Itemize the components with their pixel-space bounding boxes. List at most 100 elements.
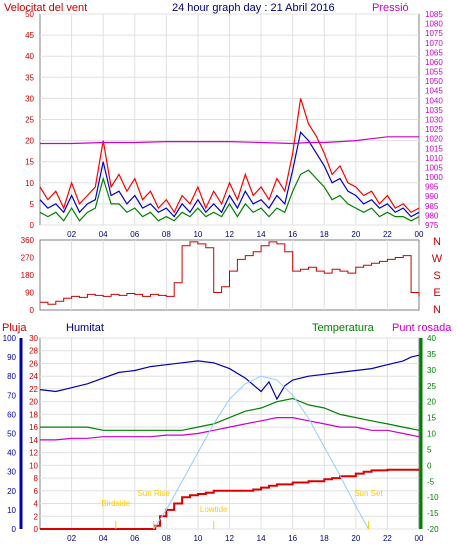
y-tick-pressure: 985: [425, 202, 439, 211]
y-tick-wind: 5: [30, 200, 35, 209]
y-tick-direction: 180: [21, 271, 35, 280]
temperature-title: Temperatura: [312, 322, 375, 334]
pressure-title: Pressió: [372, 2, 409, 14]
series-direction-line: [40, 241, 420, 305]
y-tick-temperature: 30: [427, 366, 436, 375]
x-tick-label: 22: [383, 230, 392, 239]
y-tick-pressure: 1000: [425, 173, 443, 182]
y-tick-wind: 45: [25, 31, 34, 40]
y-tick-pressure: 1050: [425, 77, 443, 86]
y-tick-rain: 30: [29, 334, 38, 343]
y-tick-temperature: 35: [427, 350, 436, 359]
y-tick-pressure: 975: [425, 221, 439, 230]
y-tick-pressure: 1075: [425, 29, 443, 38]
x-tick-label: 16: [288, 230, 297, 239]
y-tick-rain: 10: [29, 461, 38, 470]
x-tick-label: 06: [130, 534, 139, 543]
direction-letter: S: [433, 270, 440, 282]
x-tick-label: 16: [288, 534, 297, 543]
y-tick-humidity: 10: [7, 506, 16, 515]
y-tick-pressure: 1070: [425, 39, 443, 48]
y-tick-direction: 270: [21, 254, 35, 263]
y-tick-pressure: 1025: [425, 125, 443, 134]
event-label: Sun Rise: [137, 489, 170, 498]
series-avg_wind-line: [39, 130, 420, 218]
y-tick-pressure: 1020: [425, 135, 443, 144]
y-tick-rain: 6: [34, 487, 39, 496]
chart-series: [39, 98, 420, 530]
series-rain-line: [40, 468, 419, 530]
y-tick-rain: 12: [29, 449, 38, 458]
y-tick-pressure: 980: [425, 211, 439, 220]
y-tick-rain: 0: [34, 525, 39, 534]
direction-letter: N: [433, 236, 441, 248]
x-tick-label: 02: [67, 230, 76, 239]
graph-title: 24 hour graph day : 21 Abril 2016: [172, 2, 335, 14]
event-label: Birdside: [101, 499, 130, 508]
x-tick-label: 02: [67, 534, 76, 543]
y-tick-humidity: 0: [12, 525, 17, 534]
direction-letter: N: [433, 304, 441, 316]
y-tick-humidity: 100: [3, 334, 17, 343]
y-tick-temperature: -20: [427, 525, 439, 534]
y-tick-temperature: 25: [427, 382, 436, 391]
x-tick-label: 04: [99, 230, 108, 239]
y-tick-humidity: 20: [7, 487, 16, 496]
y-tick-rain: 18: [29, 410, 38, 419]
y-tick-temperature: -5: [427, 477, 435, 486]
y-tick-humidity: 40: [7, 449, 16, 458]
y-tick-temperature: 15: [427, 414, 436, 423]
y-tick-rain: 26: [29, 359, 38, 368]
series-temperature-line: [40, 397, 420, 431]
y-tick-rain: 24: [29, 372, 38, 381]
x-tick-label: 12: [225, 230, 234, 239]
y-tick-pressure: 1010: [425, 154, 443, 163]
series-low_wind-line: [39, 169, 420, 222]
y-tick-wind: 35: [25, 73, 34, 82]
y-tick-pressure: 1060: [425, 58, 443, 67]
x-tick-label: 22: [383, 534, 392, 543]
x-tick-label: 06: [130, 230, 139, 239]
y-tick-direction: 0: [30, 306, 35, 315]
y-tick-temperature: 40: [427, 334, 436, 343]
wind-speed-title: Velocitat del vent: [4, 2, 87, 14]
direction-letter: E: [433, 287, 440, 299]
humidity-title: Humitat: [66, 322, 104, 334]
event-label: Lowtide: [200, 505, 228, 514]
y-tick-rain: 14: [29, 436, 38, 445]
y-tick-humidity: 30: [7, 468, 16, 477]
x-tick-label: 04: [99, 534, 108, 543]
x-tick-label: 12: [225, 534, 234, 543]
y-tick-pressure: 990: [425, 192, 439, 201]
y-tick-pressure: 1065: [425, 48, 443, 57]
series-sun-line: [153, 375, 369, 530]
y-tick-humidity: 70: [7, 391, 16, 400]
y-tick-direction: 360: [21, 236, 35, 245]
x-tick-label: 18: [320, 230, 329, 239]
y-tick-pressure: 1030: [425, 116, 443, 125]
y-tick-rain: 28: [29, 347, 38, 356]
y-tick-temperature: 20: [427, 398, 436, 407]
y-tick-pressure: 1080: [425, 20, 443, 29]
x-tick-label: 10: [193, 534, 202, 543]
y-tick-humidity: 60: [7, 410, 16, 419]
direction-letter: W: [432, 253, 443, 265]
y-tick-rain: 16: [29, 423, 38, 432]
y-tick-humidity: 80: [7, 372, 16, 381]
y-tick-wind: 30: [25, 94, 34, 103]
x-tick-label: 20: [351, 534, 360, 543]
x-tick-label: 14: [257, 534, 266, 543]
x-tick-label: 08: [162, 230, 171, 239]
y-tick-wind: 50: [25, 10, 34, 19]
x-tick-label: 18: [320, 534, 329, 543]
x-tick-label: 00: [415, 534, 424, 543]
y-tick-pressure: 1085: [425, 10, 443, 19]
y-tick-wind: 10: [25, 179, 34, 188]
y-tick-wind: 40: [25, 52, 34, 61]
y-tick-rain: 4: [34, 500, 39, 509]
rain-title: Pluja: [2, 322, 27, 334]
y-tick-rain: 2: [34, 512, 39, 521]
y-tick-wind: 15: [25, 158, 34, 167]
y-tick-pressure: 1015: [425, 144, 443, 153]
